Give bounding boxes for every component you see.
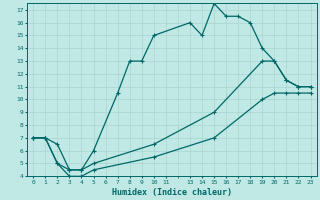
X-axis label: Humidex (Indice chaleur): Humidex (Indice chaleur) xyxy=(112,188,232,197)
